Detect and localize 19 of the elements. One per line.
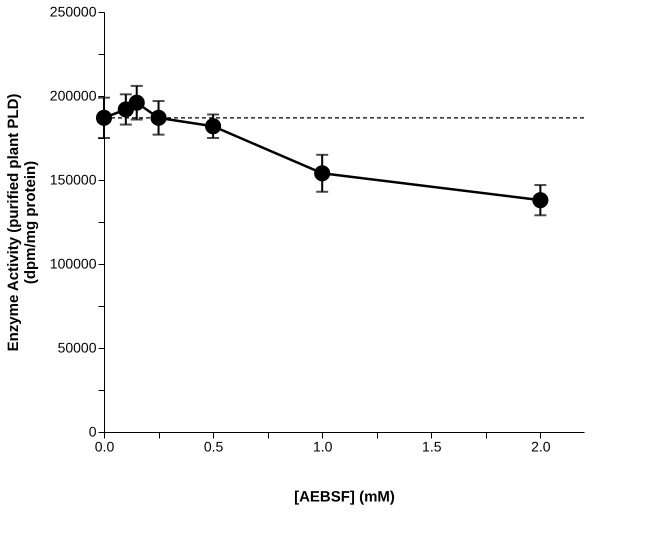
point (96, 110, 112, 126)
x-tick-label: 1.0 (312, 438, 333, 454)
x-tick-label: 0.0 (94, 438, 114, 454)
x-axis-title: [AEBSF] (mM) (294, 488, 395, 506)
y-tick-label: 150000 (50, 172, 97, 188)
y-axis-title: Enzyme Activity (purified plant PLD) (dpm/mg protein) (4, 94, 39, 352)
y-tick-label: 250000 (50, 4, 97, 20)
y-tick-label: 0 (88, 424, 97, 440)
x-tick-label: 0.5 (204, 438, 224, 454)
y-tick-label: 50000 (58, 340, 97, 356)
x-tick-label: 1.5 (422, 438, 442, 454)
point (205, 118, 222, 134)
point (128, 94, 145, 111)
y-tick-label: 100000 (50, 256, 97, 272)
y-tick-label: 200000 (50, 88, 97, 104)
point (532, 192, 548, 208)
x-tick-label: 2.0 (531, 438, 551, 454)
point (150, 110, 167, 126)
point (314, 165, 330, 182)
